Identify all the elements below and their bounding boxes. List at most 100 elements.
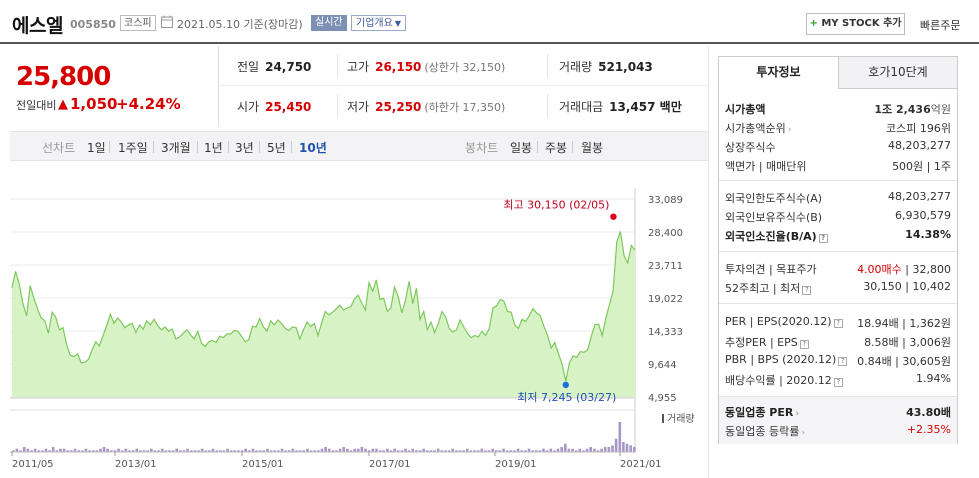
volume-bar	[219, 450, 222, 452]
volume-bar	[160, 448, 164, 452]
investment-info-panel: 투자정보 호가10단계 시가총액 1조 2,436억원 시가총액순위 › 코스피 …	[718, 56, 958, 444]
volume-bar	[578, 448, 582, 452]
per-value: 18.94배 | 1,362원	[857, 317, 951, 330]
volume-bar	[128, 450, 131, 452]
industry-per-cell[interactable]: 동일업종 PER ›	[725, 404, 799, 420]
y-tick-label: 33,089	[648, 195, 683, 206]
separator	[537, 141, 538, 153]
range52-value: 30,150 | 10,402	[863, 280, 951, 293]
volume-bar	[81, 450, 84, 452]
volume-bar	[473, 450, 476, 452]
period-3m[interactable]: 3개월	[161, 141, 191, 155]
realtime-button[interactable]: 실시간	[311, 15, 347, 31]
opinion-value: 4.00매수	[857, 263, 902, 276]
open-label: 시가	[237, 100, 260, 114]
separator	[153, 141, 154, 153]
candle-weekly[interactable]: 주봉	[545, 141, 568, 155]
volume-bar	[153, 450, 157, 452]
volume-bar	[516, 448, 520, 452]
company-overview-button[interactable]: 기업개요 ▼	[351, 15, 406, 31]
market-cap-label: 시가총액	[725, 103, 766, 116]
volume-bar	[222, 450, 226, 452]
volume-bar	[189, 450, 193, 452]
volume-bar	[422, 448, 425, 452]
quick-order-button[interactable]: 빠른주문	[920, 19, 961, 32]
volume-bar	[360, 447, 364, 452]
volume-bar	[509, 450, 513, 452]
price-chart-svg: 33,089 28,400 23,711 19,022 14,333 9,644 4,955…	[10, 188, 695, 470]
industry-change-cell[interactable]: 동일업종 등락률 ›	[725, 423, 805, 439]
market-cap-cell: 1조 2,436억원	[874, 101, 951, 117]
period-10y[interactable]: 10년	[299, 141, 327, 155]
quote-date: 2021.05.10 기준(장마감)	[177, 18, 303, 31]
lower-limit: (하한가 17,350)	[424, 101, 506, 114]
volume-bar	[447, 450, 451, 452]
volume-bar	[426, 450, 429, 452]
industry-change-label: 동일업종 등락률	[725, 425, 800, 438]
price-line	[11, 231, 636, 382]
low-label: 저가	[347, 100, 370, 114]
help-icon[interactable]: ?	[802, 286, 812, 295]
volume-bar	[309, 450, 313, 452]
volume-bar	[291, 448, 295, 452]
volume-bar	[33, 448, 37, 452]
period-1y[interactable]: 1년	[204, 141, 223, 155]
help-icon[interactable]: ?	[818, 234, 828, 243]
volume-bar	[571, 448, 574, 452]
divider	[708, 46, 709, 478]
period-3y[interactable]: 3년	[235, 141, 254, 155]
dividend-value: 1.94%	[916, 372, 951, 385]
info-row: 추정PER | EPS? 8.58배 | 3,006원	[719, 332, 957, 351]
divider	[337, 94, 338, 118]
candle-monthly[interactable]: 월봉	[581, 141, 604, 155]
range52-label: 52주최고 | 최저	[725, 282, 801, 295]
industry-per-label: 동일업종 PER	[725, 406, 794, 419]
prev-close-cell: 전일 24,750	[237, 58, 311, 75]
volume-bar	[313, 450, 316, 452]
help-icon[interactable]: ?	[833, 319, 843, 328]
change-label: 전일대비	[16, 99, 57, 112]
market-cap-rank-cell[interactable]: 시가총액순위 ›	[725, 120, 791, 136]
industry-per-value: 43.80배	[906, 406, 951, 419]
info-row: 외국인보유주식수(B) 6,930,579	[719, 207, 957, 226]
x-tick-label: 2021/01	[620, 459, 662, 470]
help-icon[interactable]: ?	[833, 378, 843, 387]
volume-bar	[404, 448, 407, 452]
volume-bar	[589, 447, 592, 452]
chevron-down-icon: ▼	[394, 19, 401, 28]
volume-bar	[444, 450, 447, 452]
volume-bar	[480, 448, 484, 452]
foreign-ratio-value: 14.38%	[905, 228, 951, 241]
foreign-hold-value: 6,930,579	[895, 209, 951, 222]
volume-bar	[415, 450, 418, 452]
opinion-cell: 4.00매수 | 32,800	[857, 263, 951, 276]
period-1w[interactable]: 1주일	[118, 141, 148, 155]
foreign-limit-label: 외국인한도주식수(A)	[725, 192, 823, 205]
my-stock-add-button[interactable]: + MY STOCK 추가	[806, 13, 905, 35]
volume-bar	[429, 450, 433, 452]
separator	[228, 141, 229, 153]
volume-bar	[110, 450, 113, 452]
price-chart[interactable]: 33,089 28,400 23,711 19,022 14,333 9,644 4,955…	[10, 188, 708, 478]
volume-bar	[255, 450, 258, 452]
market-badge: 코스피	[120, 15, 156, 31]
help-icon[interactable]: ?	[838, 357, 848, 366]
volume-bar	[560, 447, 563, 452]
shares-label: 상장주식수	[725, 141, 776, 154]
tab-investment-info[interactable]: 투자정보	[719, 57, 838, 89]
est-per-value: 8.58배 | 3,006원	[864, 336, 951, 349]
summary-row: 전일 24,750 고가 26,150 (상한가 32,150) 거래량 521,043	[219, 46, 708, 86]
volume-bar	[106, 448, 109, 452]
period-1d[interactable]: 1일	[87, 141, 106, 155]
divider	[337, 54, 338, 78]
volume-bar	[215, 450, 218, 452]
candle-daily[interactable]: 일봉	[510, 141, 533, 155]
volume-bar	[240, 450, 244, 452]
market-cap-unit: 억원	[930, 103, 951, 116]
help-icon[interactable]: ?	[799, 340, 809, 349]
volume-bar	[204, 450, 208, 452]
info-row: 상장주식수 48,203,277	[719, 137, 957, 156]
tab-hoga-10[interactable]: 호가10단계	[838, 57, 957, 89]
volume-bar	[335, 450, 338, 452]
period-5y[interactable]: 5년	[267, 141, 286, 155]
